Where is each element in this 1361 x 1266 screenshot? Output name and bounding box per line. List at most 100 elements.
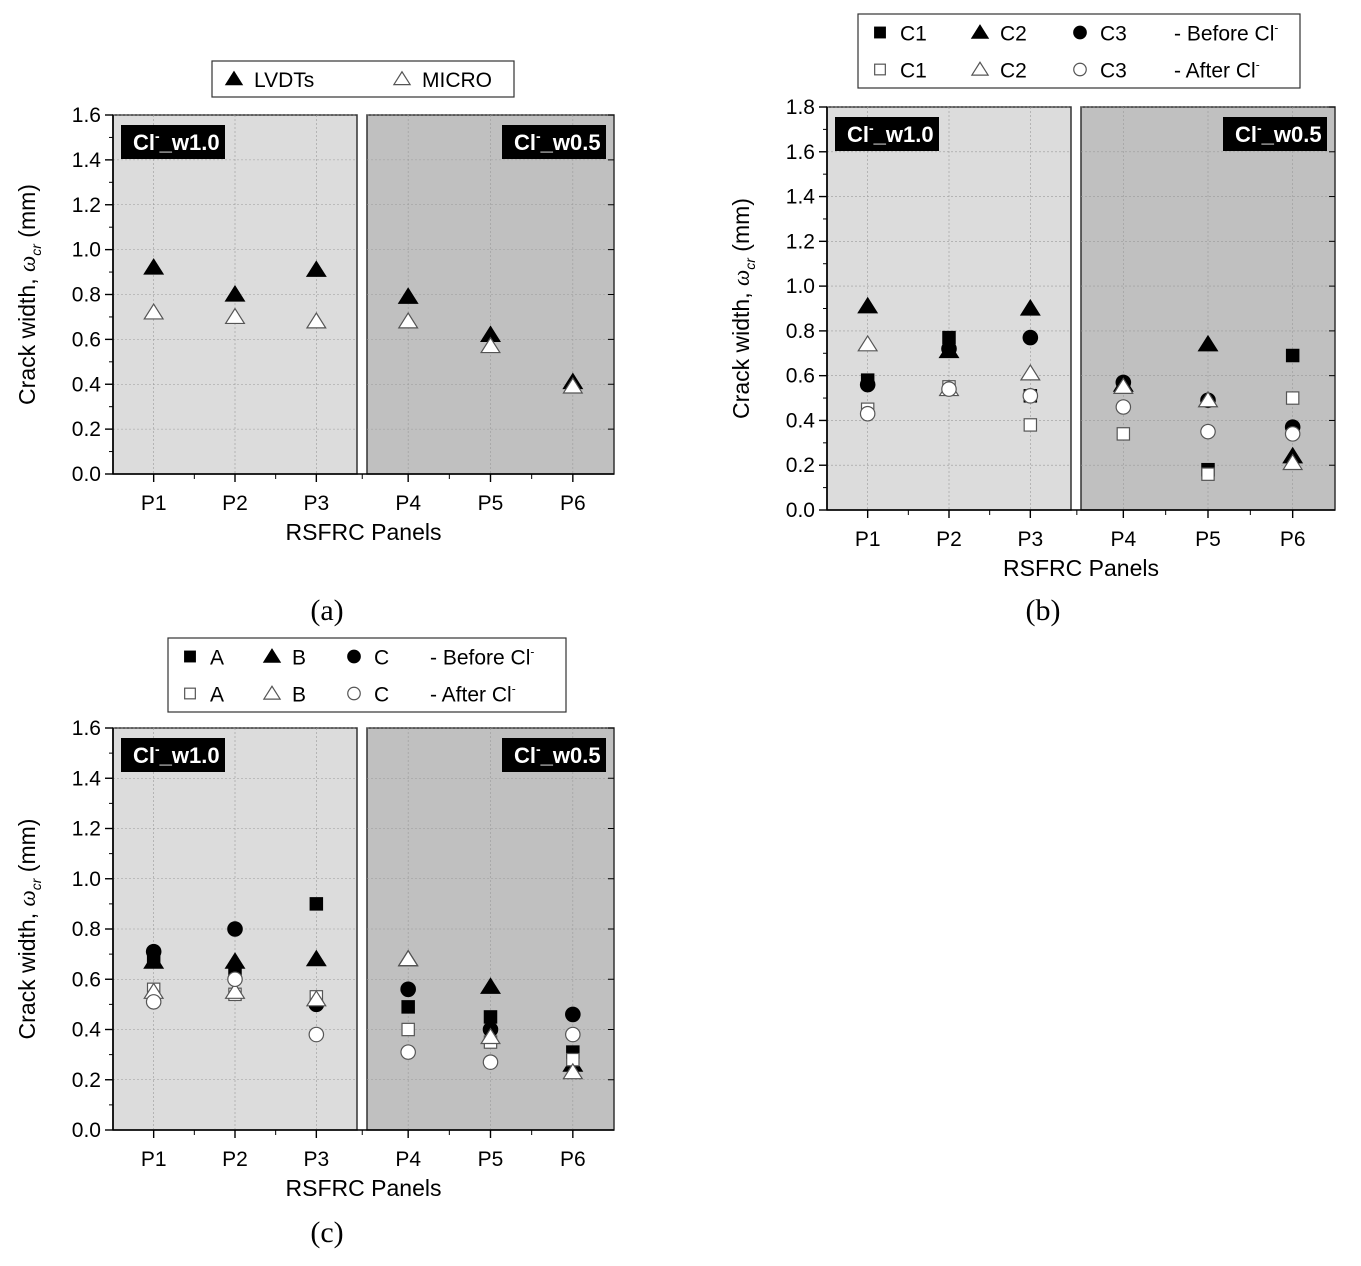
chart-c-point-2-3 (400, 981, 416, 998)
legend-label: MICRO (422, 69, 492, 92)
y-tick-label: 1.6 (786, 141, 815, 164)
y-tick-label: 0.6 (72, 968, 101, 991)
chart-c-point-0-4 (483, 1010, 498, 1024)
x-tick-label: P3 (303, 492, 329, 515)
y-tick-label: 0.4 (786, 409, 816, 432)
chart-a-point-0-0 (143, 258, 165, 275)
chart-c-point-5-0 (145, 994, 162, 1010)
legend-label: B (292, 647, 306, 670)
chart-b-point-5-1 (941, 381, 957, 397)
chart-a-point-1-3 (397, 311, 419, 329)
chart-c-point-5-5 (565, 1026, 581, 1043)
legend-marker-1-2 (1073, 62, 1087, 77)
legend-box (167, 637, 567, 713)
legend-label: C3 (1100, 23, 1127, 46)
legend-label: C1 (900, 23, 927, 46)
chart-c-point-3-3 (401, 1022, 415, 1037)
chart-b-point-3-3 (1116, 427, 1131, 441)
legend-label: C2 (1000, 60, 1027, 83)
y-tick-label: 0.6 (72, 328, 101, 351)
chart-b-point-1-2 (1019, 299, 1041, 316)
legend-label: C (374, 684, 389, 707)
x-tick-label: P4 (395, 492, 421, 515)
chart-c-point-4-4 (480, 1027, 501, 1045)
chart-c-point-0-2 (309, 897, 324, 911)
region-badge-label: Cl-_w0.5 (514, 741, 601, 768)
chart-a-series-0 (143, 258, 584, 390)
chart-c-point-5-4 (482, 1054, 499, 1070)
chart-b-series-5 (859, 381, 1301, 442)
chart-b-point-3-2 (1023, 418, 1038, 432)
region-badge-label: Cl-_w1.0 (847, 120, 934, 147)
chart-b-point-2-1 (941, 340, 957, 357)
region-badge-label: Cl-_w0.5 (514, 128, 601, 155)
chart-b-point-2-2 (1022, 329, 1039, 346)
chart-a-point-1-5 (562, 376, 584, 394)
legend-marker-0-0 (874, 26, 886, 39)
legend-marker-0-0 (184, 650, 196, 663)
y-tick-label: 1.4 (72, 149, 102, 172)
x-tick-label: P5 (478, 1148, 504, 1171)
chart-c-point-4-3 (397, 949, 419, 967)
region-badge-bg (835, 117, 939, 151)
legend-marker-0-2 (347, 649, 361, 664)
legend-label: C2 (1000, 23, 1027, 46)
chart-b-point-5-0 (859, 405, 876, 422)
y-tick-label: 1.2 (786, 230, 815, 253)
y-tick-label: 0.8 (786, 320, 815, 343)
legend-label: - Before Cl- (1174, 21, 1278, 46)
chart-c-point-0-3 (401, 1000, 415, 1014)
x-tick-label: P6 (560, 1148, 586, 1171)
legend-label: A (210, 647, 224, 670)
legend-marker-0-2 (1073, 25, 1087, 40)
chart-b-point-5-5 (1284, 426, 1301, 442)
y-axis-label: Crack width, ωcr (mm) (14, 184, 44, 405)
legend-label: - Before Cl- (430, 645, 534, 670)
chart-b: 0.0 0.2 0.4 0.6 0.8 1.0 1.2 1.4 1.6 1.8 P1 P2 P3 P4 P5… (728, 13, 1336, 627)
chart-c-region-badge-1: Cl-_w0.5 (502, 738, 606, 772)
y-tick-label: 0.4 (72, 1019, 102, 1042)
chart-b-region-badge-1: Cl-_w0.5 (1223, 117, 1327, 151)
x-tick-label: P1 (141, 492, 167, 515)
chart-b-point-5-4 (1200, 423, 1216, 440)
x-axis-label: RSFRC Panels (1003, 555, 1159, 581)
y-tick-label: 1.6 (72, 717, 101, 740)
chart-c: 0.0 0.2 0.4 0.6 0.8 1.0 1.2 1.4 1.6 P1 P2 P3 P4 P5 P6 R… (14, 637, 615, 1249)
chart-a-legend: LVDTs MICRO (211, 60, 515, 98)
chart-a-caption: (a) (310, 594, 343, 627)
region-badge-label: Cl-_w1.0 (133, 741, 220, 768)
x-tick-label: P2 (222, 492, 248, 515)
chart-b-point-5-3 (1115, 399, 1132, 415)
chart-c-point-1-2 (305, 949, 327, 967)
legend-marker-0-1 (262, 648, 282, 663)
region-badge-bg (121, 738, 225, 772)
chart-a-series-1 (143, 302, 584, 394)
chart-b-legend: C1 C2 C3 - Before Cl- C1 C2 C3 - After Cl- (857, 13, 1301, 89)
chart-a-point-0-1 (224, 285, 246, 302)
chart-c-region-badge-0: Cl-_w1.0 (121, 738, 225, 772)
legend-marker-1-1 (970, 61, 990, 76)
chart-a-point-1-0 (143, 302, 165, 320)
x-tick-label: P1 (141, 1148, 167, 1171)
chart-c-point-4-2 (305, 989, 327, 1007)
chart-a-point-1-2 (305, 311, 327, 329)
chart-a-point-1-1 (224, 307, 246, 325)
x-tick-label: P4 (395, 1148, 421, 1171)
chart-c-point-5-2 (308, 1026, 325, 1043)
y-axis-label: Crack width, ωcr (mm) (728, 198, 758, 419)
chart-c-point-5-1 (227, 971, 243, 988)
y-tick-label: 0.2 (72, 1069, 101, 1092)
chart-a-point-0-3 (397, 287, 419, 304)
region-badge-bg (502, 738, 606, 772)
legend-label: B (292, 684, 306, 707)
chart-c-point-4-1 (224, 982, 246, 999)
y-tick-label: 0.0 (72, 463, 101, 486)
legend-marker-1-0 (184, 687, 196, 700)
x-tick-label: P3 (1017, 528, 1043, 551)
chart-b-point-3-5 (1285, 391, 1300, 405)
legend-marker-1-0 (874, 63, 886, 76)
region-badge-bg (121, 125, 225, 159)
region-badge-label: Cl-_w1.0 (133, 128, 220, 155)
chart-b-point-2-0 (859, 376, 876, 393)
x-tick-label: P1 (855, 528, 881, 551)
